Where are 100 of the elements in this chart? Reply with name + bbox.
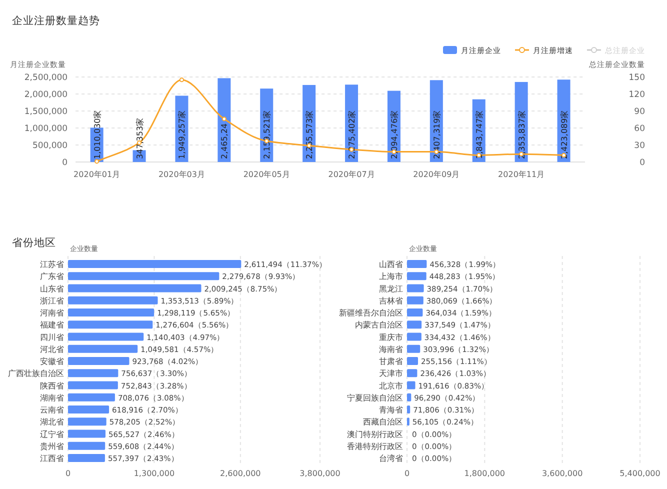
- y-tick-label: 江西省: [40, 454, 64, 463]
- y-tick-label: 湖北省: [40, 418, 64, 427]
- bar: [68, 418, 106, 426]
- bar: [68, 272, 220, 280]
- bar: [407, 393, 412, 402]
- bar: [68, 381, 118, 390]
- bar: [68, 344, 138, 353]
- data-label: 347,353家: [135, 118, 144, 159]
- x-tick-label: 2020年07月: [328, 170, 375, 179]
- bar: [407, 296, 424, 304]
- bar: [407, 284, 424, 292]
- chart-title: 省份地区: [12, 236, 56, 249]
- y2-tick-label: 90: [634, 107, 645, 117]
- y-tick-label: 内蒙古自治区: [355, 320, 403, 330]
- data-label: 2,407,319家: [432, 110, 442, 159]
- bar: [407, 369, 418, 378]
- y-tick-label: 河南省: [40, 308, 64, 318]
- y-tick-label: 天津市: [379, 369, 403, 378]
- bar: [68, 284, 202, 292]
- y-tick-label: 500,000: [32, 141, 68, 151]
- bar: [68, 430, 106, 438]
- y2-tick-label: 60: [634, 124, 645, 134]
- bar: [407, 260, 427, 268]
- x-tick-label: 0: [404, 469, 410, 478]
- y-tick-label: 江苏省: [40, 260, 64, 269]
- bar: [68, 369, 118, 378]
- bar: [68, 308, 154, 316]
- y-tick-label: 重庆市: [379, 332, 403, 342]
- y-tick-label: 湖南省: [40, 393, 64, 402]
- bar: [68, 454, 105, 462]
- bar: [407, 272, 426, 280]
- y-tick-label: 上海市: [379, 272, 403, 282]
- y-tick-label: 宁夏回族自治区: [347, 393, 403, 402]
- data-label: 2,423,089家: [560, 110, 569, 159]
- y-tick-label: 山东省: [40, 284, 64, 294]
- y-tick-label: 北京市: [379, 381, 403, 390]
- y-tick-label: 浙江省: [40, 296, 64, 306]
- bar: [68, 357, 130, 365]
- y-tick-label: 福建省: [40, 320, 64, 330]
- bar: [407, 332, 422, 341]
- y-tick-label: 陕西省: [40, 381, 64, 390]
- y-tick-label: 青海省: [379, 406, 403, 414]
- bar: [68, 393, 115, 402]
- x-tick-label: 5,400,000: [620, 469, 660, 478]
- point: [94, 159, 100, 164]
- y-tick-label: 吉林省: [379, 296, 403, 306]
- data-label: 1,949,257家: [178, 110, 187, 159]
- y2-tick-label: 30: [634, 141, 645, 151]
- y-tick-label: 广东省: [40, 272, 64, 282]
- y-tick-label: 辽宁省: [40, 430, 64, 439]
- bar: [407, 344, 420, 353]
- y-tick-label: 黑龙江: [379, 284, 403, 294]
- y-tick-label: 海南省: [379, 344, 403, 354]
- y-tick-label: 1,500,000: [24, 107, 68, 117]
- x-tick-label: 1,300,000: [134, 469, 175, 478]
- y-tick-label: 澳门特别行政区: [347, 430, 403, 439]
- data-label: 2,353,837家: [517, 110, 526, 159]
- x-tick-label: 2020年11月: [498, 170, 545, 179]
- y2-tick-label: 150: [628, 73, 645, 83]
- y-tick-label: 山西省: [379, 260, 403, 269]
- y-tick-label: 香港特别行政区: [347, 442, 403, 451]
- y-tick-label: 1,000,000: [24, 124, 68, 134]
- y2-tick-label: 120: [628, 90, 645, 100]
- x-tick-label: 1,800,000: [464, 469, 506, 478]
- y2-tick-label: 0: [640, 158, 645, 168]
- x-tick-label: 2020年05月: [243, 170, 290, 179]
- data-label: 1,843,747家: [474, 110, 484, 159]
- bar: [218, 78, 231, 162]
- x-tick-label: 2020年09月: [413, 170, 460, 179]
- bar: [407, 406, 410, 414]
- point: [222, 116, 226, 122]
- point: [179, 78, 184, 82]
- y-tick-label: 2,000,000: [24, 90, 68, 100]
- x-tick-label: 2,600,000: [220, 469, 261, 478]
- y-tick-label: 广西壮族自治区: [8, 369, 64, 378]
- bar: [68, 296, 158, 304]
- y-tick-label: 2,500,000: [24, 73, 68, 83]
- y-tick-label: 贵州省: [40, 442, 64, 451]
- data-label: 2,275,402家: [348, 110, 357, 159]
- y-tick-label: 0: [62, 158, 68, 168]
- y-tick-label: 四川省: [40, 332, 64, 342]
- x-tick-label: 3,600,000: [542, 469, 583, 478]
- bar: [407, 308, 423, 316]
- data-label: 1,010,030家: [92, 110, 102, 159]
- y-tick-label: 云南省: [40, 406, 64, 414]
- bar: [68, 332, 144, 341]
- y-tick-label: 西藏自治区: [363, 418, 403, 427]
- chart-title: 企业注册数量趋势: [12, 14, 100, 27]
- data-label: 2,465,24: [220, 123, 230, 159]
- y-tick-label: 新疆维吾尔自治区: [339, 308, 403, 318]
- bar: [68, 406, 110, 414]
- bar: [68, 260, 242, 268]
- y-tick-label: 甘肃省: [379, 357, 403, 366]
- bar: [407, 357, 418, 365]
- x-tick-label: 2020年03月: [158, 170, 205, 179]
- x-tick-label: 2020年01月: [74, 170, 120, 179]
- bar: [407, 381, 416, 390]
- y-tick-label: 台湾省: [379, 454, 403, 463]
- bar: [68, 320, 153, 329]
- bar: [407, 320, 422, 329]
